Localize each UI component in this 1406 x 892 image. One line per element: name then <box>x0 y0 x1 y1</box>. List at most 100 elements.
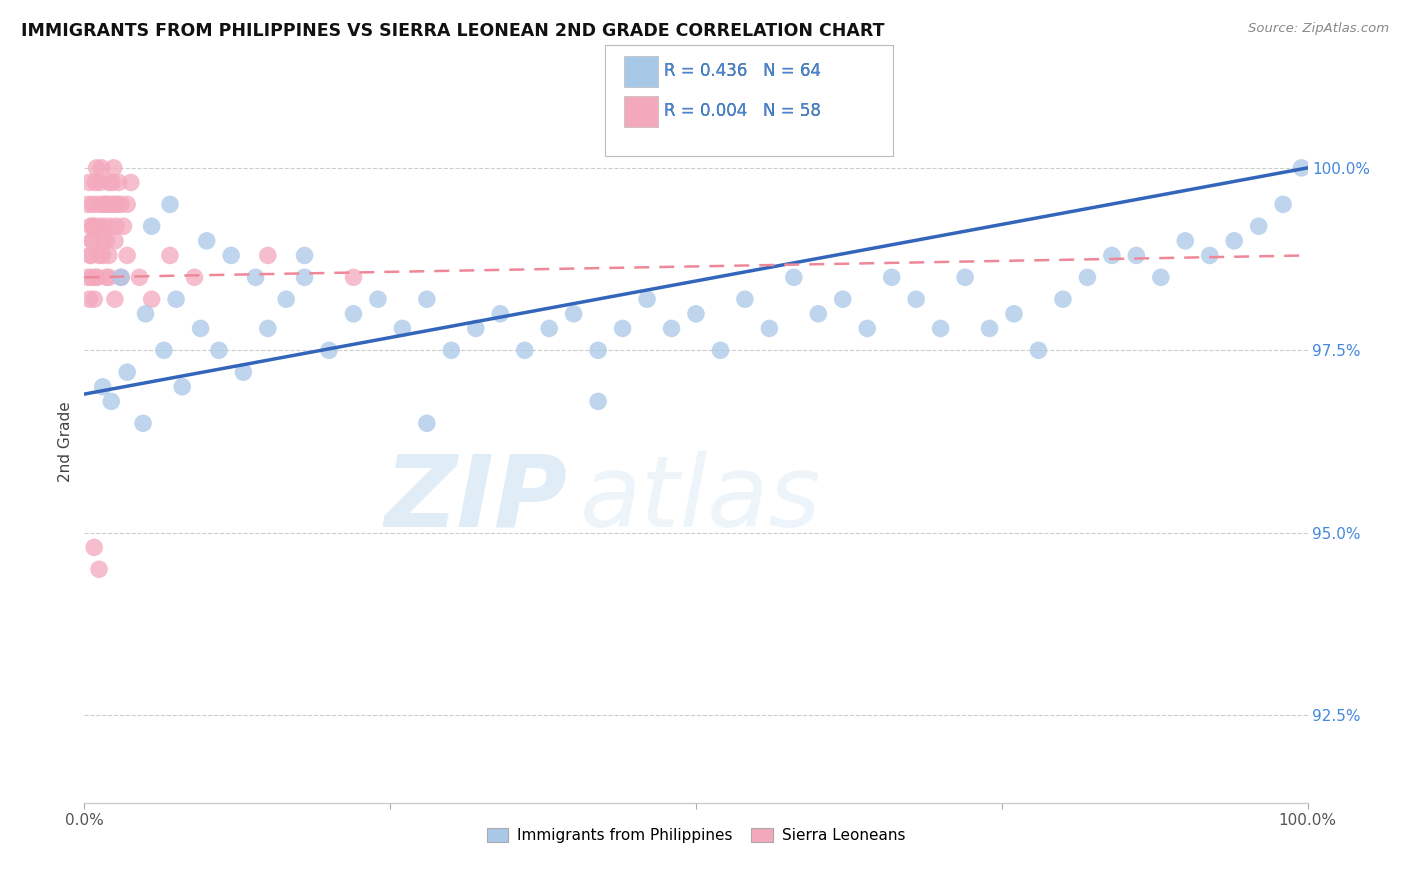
Point <box>783 270 806 285</box>
Point <box>245 270 267 285</box>
Point <box>489 307 512 321</box>
Point <box>77 270 100 285</box>
Point <box>208 343 231 358</box>
Point <box>89 176 111 190</box>
Point <box>159 248 181 262</box>
Text: R = 0.004   N = 58: R = 0.004 N = 58 <box>664 103 821 120</box>
Point <box>107 176 129 190</box>
Point <box>93 219 115 234</box>
Point <box>83 292 105 306</box>
Point <box>110 270 132 285</box>
Point <box>82 197 104 211</box>
Point <box>880 270 903 285</box>
Point <box>294 248 316 262</box>
Point <box>96 234 118 248</box>
Point <box>105 197 128 211</box>
Point <box>758 321 780 335</box>
Text: atlas: atlas <box>579 450 821 548</box>
Point <box>115 197 138 211</box>
Point <box>97 270 120 285</box>
Point <box>172 380 194 394</box>
Point <box>1291 161 1313 175</box>
Point <box>91 380 114 394</box>
Point <box>82 219 104 234</box>
Point <box>709 343 731 358</box>
Point <box>1174 234 1197 248</box>
Point <box>112 219 135 234</box>
Point <box>979 321 1001 335</box>
Point <box>513 343 536 358</box>
Point <box>586 394 609 409</box>
Point <box>1198 248 1220 262</box>
Point <box>416 292 439 306</box>
Point <box>77 292 100 306</box>
Point <box>318 343 340 358</box>
Point <box>141 292 163 306</box>
Point <box>190 321 212 335</box>
Point <box>1002 307 1025 321</box>
Point <box>115 365 138 379</box>
Point <box>84 176 107 190</box>
Point <box>100 394 122 409</box>
Point <box>342 307 364 321</box>
Legend: Immigrants from Philippines, Sierra Leoneans: Immigrants from Philippines, Sierra Leon… <box>481 822 911 849</box>
Point <box>90 161 112 175</box>
Point <box>103 161 125 175</box>
Point <box>905 292 928 306</box>
Y-axis label: 2nd Grade: 2nd Grade <box>58 401 73 482</box>
Point <box>104 234 127 248</box>
Point <box>83 541 105 555</box>
Text: R = 0.436   N = 64: R = 0.436 N = 64 <box>664 62 821 80</box>
Point <box>464 321 486 335</box>
Point <box>80 234 103 248</box>
Point <box>77 197 100 211</box>
Point <box>1028 343 1050 358</box>
Point <box>101 176 124 190</box>
Point <box>734 292 756 306</box>
Point <box>91 197 114 211</box>
Point <box>685 307 707 321</box>
Point <box>661 321 683 335</box>
Point <box>1272 197 1295 211</box>
Point <box>91 248 114 262</box>
Point <box>276 292 298 306</box>
Point <box>1101 248 1123 262</box>
Point <box>1052 292 1074 306</box>
Point <box>94 197 117 211</box>
Point <box>153 343 176 358</box>
Point <box>105 219 128 234</box>
Point <box>183 270 205 285</box>
Point <box>165 292 187 306</box>
Point <box>391 321 413 335</box>
Text: IMMIGRANTS FROM PHILIPPINES VS SIERRA LEONEAN 2ND GRADE CORRELATION CHART: IMMIGRANTS FROM PHILIPPINES VS SIERRA LE… <box>21 22 884 40</box>
Point <box>953 270 976 285</box>
Point <box>115 248 138 262</box>
Point <box>1076 270 1098 285</box>
Point <box>97 248 120 262</box>
Point <box>612 321 634 335</box>
Point <box>929 321 952 335</box>
Point <box>79 248 101 262</box>
Point <box>104 197 127 211</box>
Point <box>132 417 155 431</box>
Point <box>562 307 585 321</box>
Point <box>79 248 101 262</box>
Point <box>98 219 121 234</box>
Point <box>120 176 142 190</box>
Point <box>128 270 150 285</box>
Point <box>294 270 316 285</box>
Point <box>219 248 242 262</box>
Point <box>97 176 120 190</box>
Point <box>440 343 463 358</box>
Point <box>77 176 100 190</box>
Point <box>80 270 103 285</box>
Point <box>82 234 104 248</box>
Point <box>257 321 280 335</box>
Point <box>416 417 439 431</box>
Point <box>86 270 108 285</box>
Point <box>141 219 163 234</box>
Point <box>257 248 280 262</box>
Point <box>86 270 108 285</box>
Point <box>856 321 879 335</box>
Point <box>1150 270 1173 285</box>
